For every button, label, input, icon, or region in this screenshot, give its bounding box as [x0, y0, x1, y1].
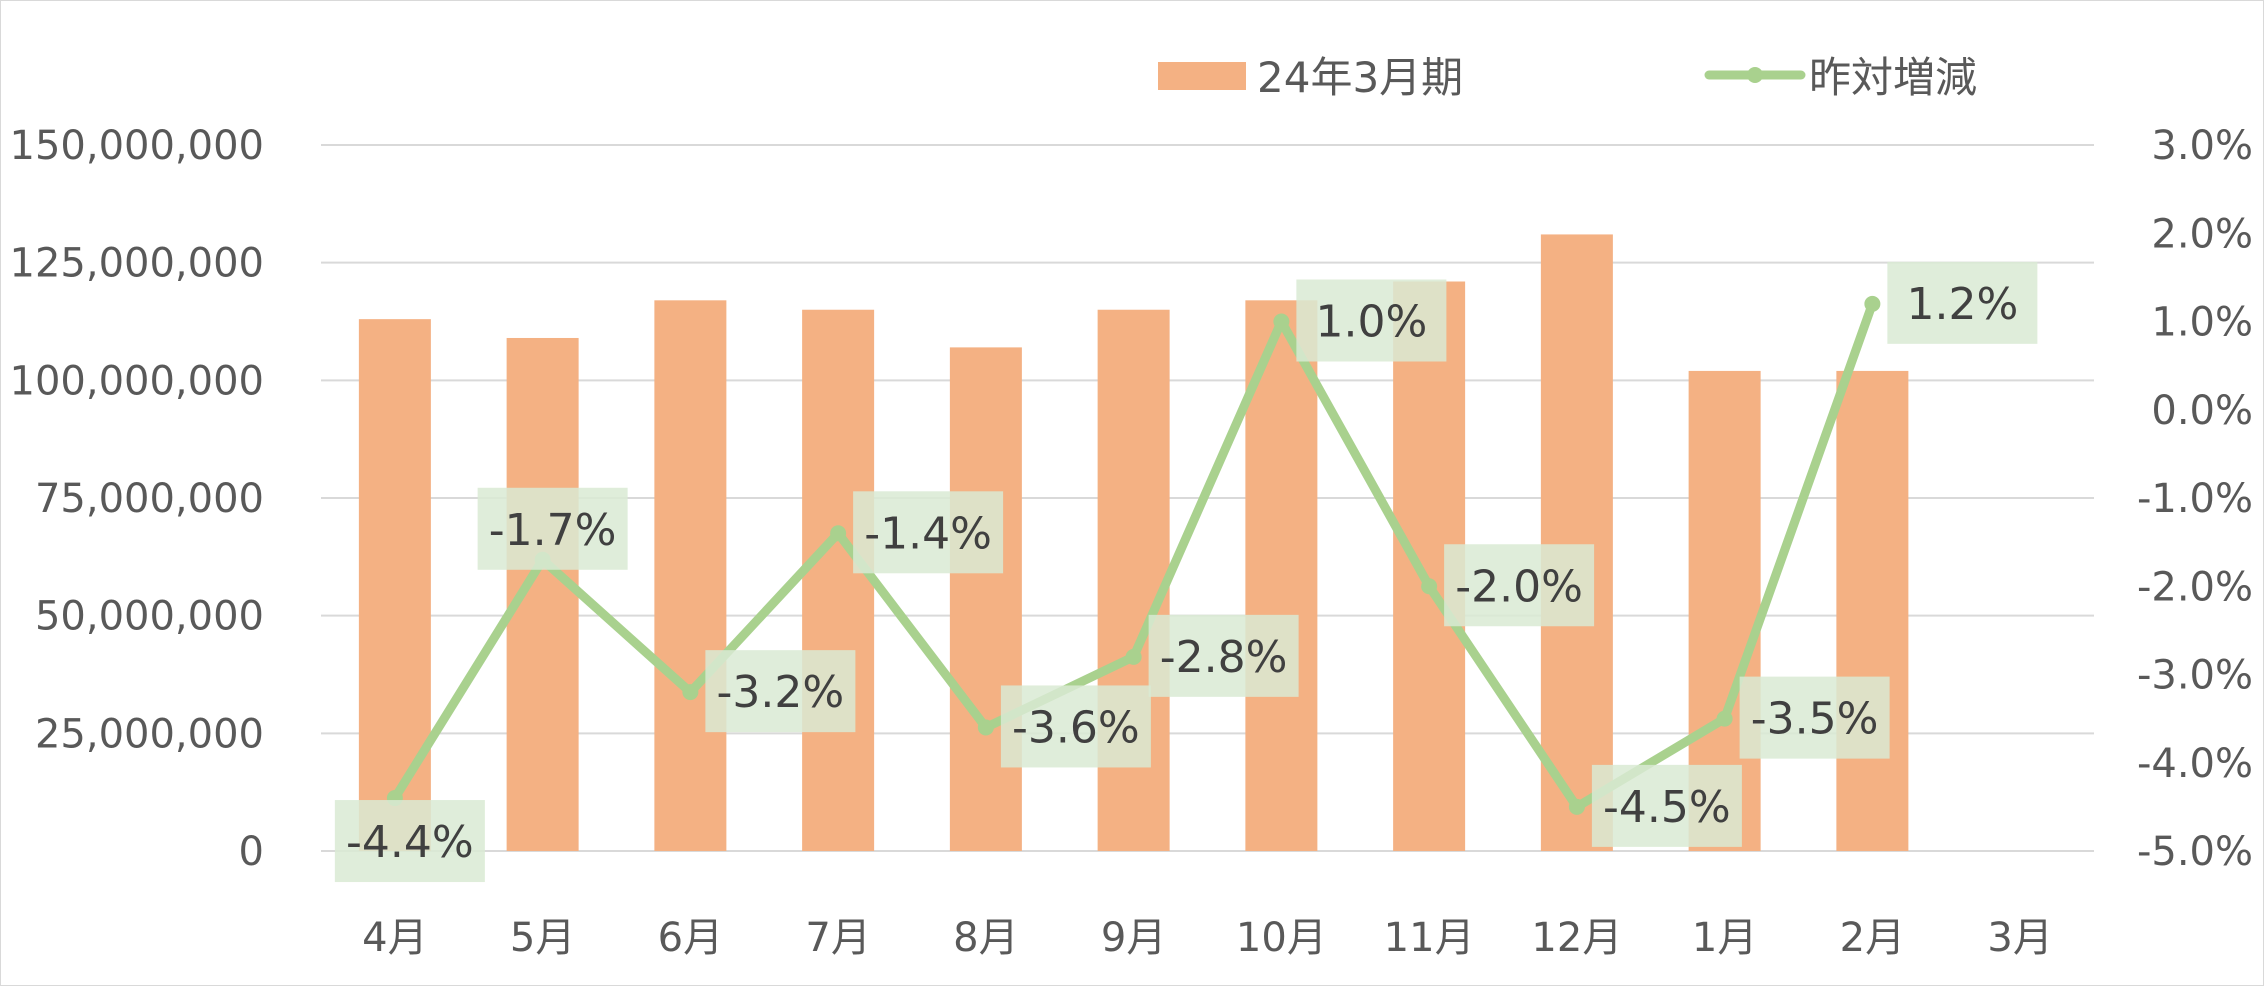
data-label: -2.8%: [1160, 632, 1288, 683]
data-label: -4.5%: [1603, 782, 1731, 833]
bar: [949, 347, 1022, 851]
data-label-box: [1148, 614, 1299, 697]
data-label-box: [1000, 685, 1151, 768]
x-tick-label: 1月: [1692, 915, 1757, 961]
bar: [1836, 370, 1909, 851]
data-label: 1.2%: [1906, 279, 2018, 330]
y-right-tick-label: -3.0%: [2137, 653, 2253, 699]
legend-marker: [1747, 67, 1763, 83]
data-label: 1.0%: [1315, 297, 1427, 348]
y-right-tick-label: -2.0%: [2137, 564, 2253, 610]
y-left-tick-label: 75,000,000: [35, 476, 264, 522]
axes: 0 25,000,000 50,000,000 75,000,000 100,000,0…: [10, 123, 2253, 961]
bar: [1245, 300, 1318, 851]
data-label: -3.5%: [1751, 694, 1879, 745]
legend: 24年3月期 昨対増減: [1158, 53, 1977, 102]
bar: [802, 309, 875, 851]
x-tick-label: 7月: [805, 915, 870, 961]
x-tick-label: 10月: [1236, 915, 1327, 961]
line-point: [1716, 710, 1733, 727]
data-label: -3.6%: [1012, 702, 1140, 753]
legend-swatch-bar: [1158, 62, 1246, 90]
data-label-box: [1591, 764, 1742, 847]
data-label-box: [1887, 261, 2038, 344]
legend-label-line: 昨対増減: [1809, 53, 1977, 102]
y-left-tick-label: 100,000,000: [10, 358, 264, 404]
line-point: [1864, 295, 1881, 312]
data-label-box: [853, 491, 1004, 574]
y-right-tick-label: 2.0%: [2151, 211, 2253, 257]
data-label: -1.7%: [489, 505, 617, 556]
data-labels: -4.4% -1.7% -3.2% -1.4% -3.6% -2.8% 1.0% -2.0% -…: [334, 261, 2038, 883]
x-tick-label: 12月: [1531, 915, 1622, 961]
y-left-tick-label: 0: [239, 829, 264, 875]
line-point: [682, 684, 699, 701]
line-point: [830, 525, 847, 542]
y-right-tick-label: -4.0%: [2137, 741, 2253, 787]
data-label-box: [1739, 676, 1890, 759]
x-tick-label: 5月: [510, 915, 575, 961]
y-left-tick-label: 125,000,000: [10, 241, 264, 287]
y-left-tick-label: 25,000,000: [35, 711, 264, 757]
data-label-box: [1444, 544, 1595, 627]
data-label-box: [705, 650, 856, 733]
data-label: -1.4%: [864, 508, 992, 559]
y-right-tick-label: -5.0%: [2137, 829, 2253, 875]
line-point: [1421, 578, 1438, 595]
data-label-box: [334, 800, 485, 883]
x-tick-label: 11月: [1384, 915, 1475, 961]
x-tick-label: 3月: [1987, 915, 2052, 961]
x-tick-label: 6月: [658, 915, 723, 961]
x-tick-label: 9月: [1101, 915, 1166, 961]
legend-label-bar: 24年3月期: [1257, 53, 1463, 102]
y-right-tick-label: -1.0%: [2137, 476, 2253, 522]
data-label: -2.0%: [1455, 561, 1583, 612]
data-label-box: [477, 487, 628, 570]
data-label: -3.2%: [717, 667, 845, 718]
y-left-tick-label: 50,000,000: [35, 594, 264, 640]
line-point: [1273, 313, 1290, 330]
bar: [1097, 309, 1170, 851]
x-tick-label: 8月: [953, 915, 1018, 961]
line-point: [1125, 648, 1142, 665]
bar: [1540, 234, 1613, 852]
y-right-tick-label: 0.0%: [2151, 388, 2253, 434]
line-point: [1568, 798, 1585, 815]
data-label: -4.4%: [346, 817, 474, 868]
y-left-tick-label: 150,000,000: [10, 123, 264, 169]
x-tick-label: 2月: [1840, 915, 1905, 961]
y-right-tick-label: 1.0%: [2151, 300, 2253, 346]
line-point: [977, 719, 994, 736]
y-right-tick-label: 3.0%: [2151, 123, 2253, 169]
x-tick-label: 4月: [362, 915, 427, 961]
bar: [358, 319, 431, 851]
data-label-box: [1296, 279, 1447, 362]
bar: [654, 300, 727, 851]
